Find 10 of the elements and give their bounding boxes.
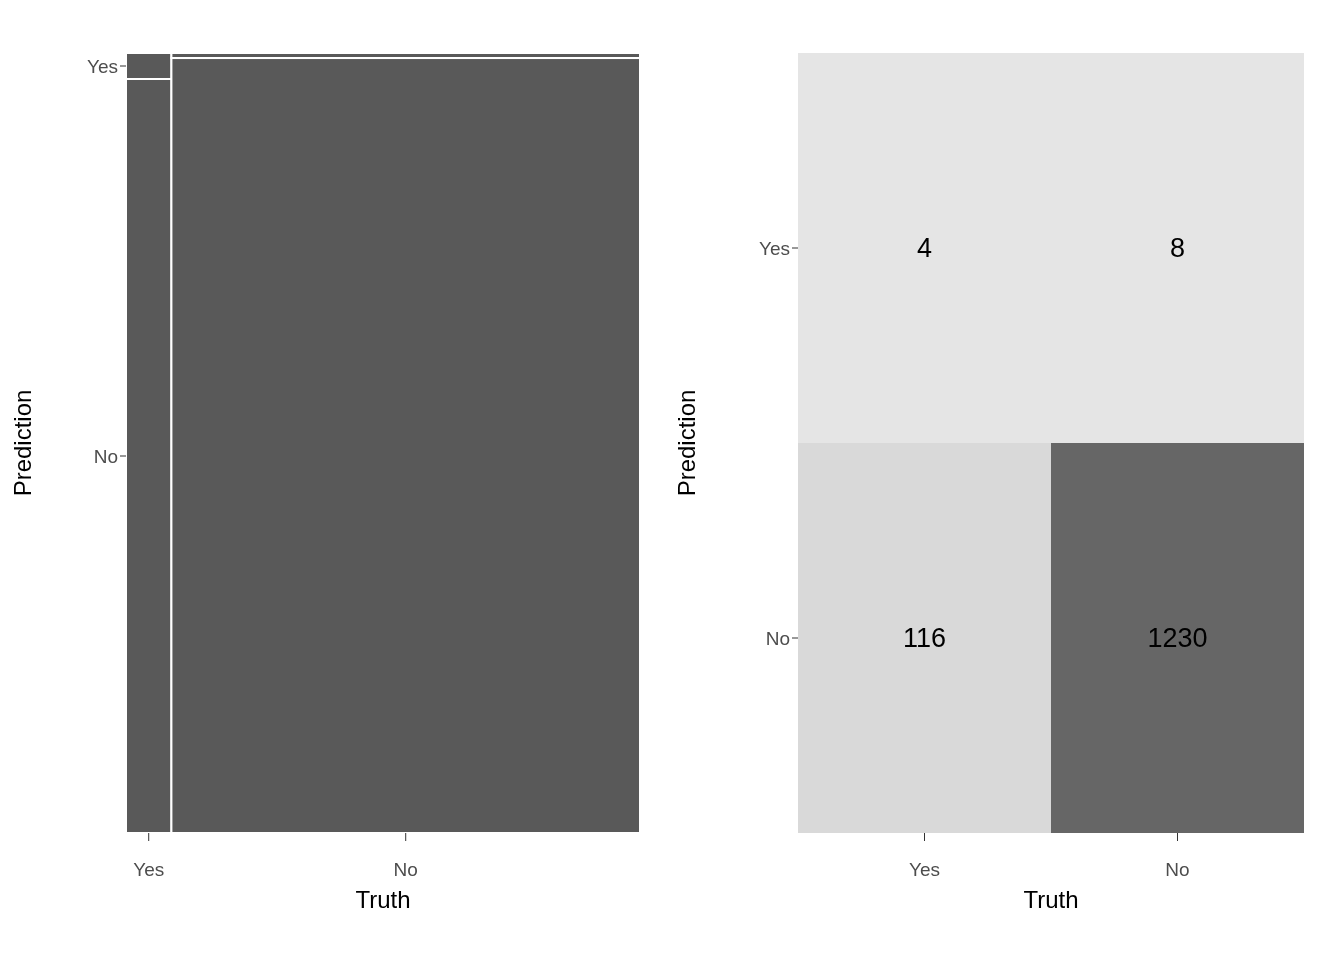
category-label: No (93, 445, 118, 467)
data-label: 8 (1169, 233, 1186, 263)
data-label: 116 (902, 623, 947, 653)
text: Truth (355, 886, 411, 913)
text: Prediction (8, 389, 36, 497)
y-axis-title: Prediction (672, 389, 700, 497)
data-label: 4 (916, 233, 933, 263)
category-label: Yes (87, 55, 118, 77)
data-label: 1230 (1147, 623, 1208, 653)
x-axis-title: Truth (1023, 886, 1079, 913)
